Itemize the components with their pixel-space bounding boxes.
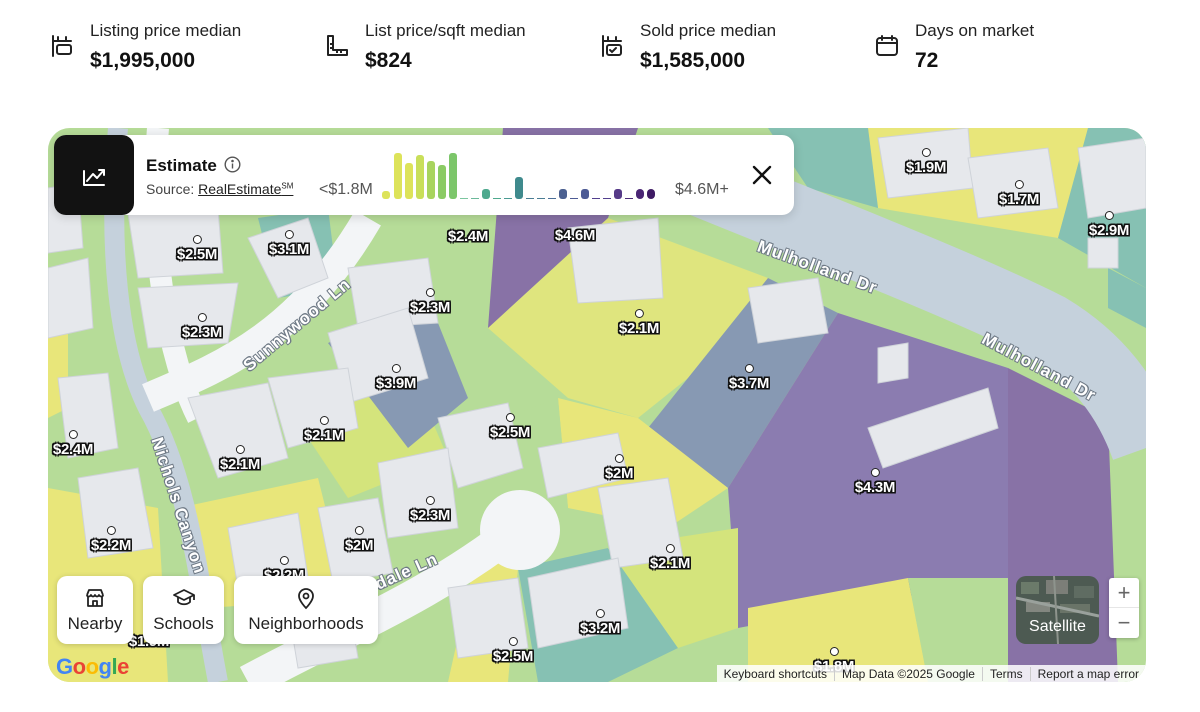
stat-sold-price: Sold price median $1,585,000 [598,18,776,78]
stat-listing-price: Listing price median $1,995,000 [48,18,241,78]
stat-days-on-market: Days on market 72 [873,18,1034,78]
satellite-toggle[interactable]: Satellite [1016,576,1099,644]
source-prefix: Source: [146,181,195,197]
schools-label: Schools [153,614,214,633]
storefront-icon [86,589,104,607]
parcel-map[interactable]: Mulholland Dr Mulholland Dr Sunnywood Ln… [48,128,1146,682]
report-map-error-link[interactable]: Report a map error [1029,666,1146,681]
calendar-icon [873,32,901,60]
price-histogram [382,153,655,199]
stat-label: Sold price median [640,21,777,40]
estimate-legend: Estimate Source: RealEstimateSM <$1.8M [54,135,794,215]
keyboard-shortcuts-link[interactable]: Keyboard shortcuts [723,666,828,681]
zoom-in-button[interactable]: + [1109,578,1139,608]
stat-price-per-sqft: List price/sqft median $824 [323,18,526,78]
terms-link[interactable]: Terms [981,666,1030,681]
stat-label: Listing price median [90,21,242,40]
legend-min-label: <$1.8M [319,181,373,198]
stat-value: $1,995,000 [90,49,196,72]
nearby-button[interactable]: Nearby [57,576,133,644]
stat-value: 72 [915,49,939,72]
neighborhoods-button[interactable]: Neighborhoods [234,576,378,644]
stat-label: List price/sqft median [365,21,526,40]
trend-chart-icon [54,135,134,215]
graduation-cap-icon [172,589,195,606]
listing-price-icon [48,32,76,60]
close-icon[interactable] [750,163,774,187]
location-pin-icon [298,588,314,610]
source-link[interactable]: RealEstimateSM [198,181,293,197]
map-data-text: Map Data ©2025 Google [834,666,982,681]
neighborhoods-label: Neighborhoods [248,614,364,633]
satellite-label: Satellite [1029,618,1086,635]
zoom-control: + − [1109,578,1139,638]
legend-max-label: $4.6M+ [675,181,729,198]
nearby-label: Nearby [67,614,123,633]
estimate-source: Source: RealEstimateSM [146,181,293,197]
info-icon[interactable] [224,156,241,173]
source-link-text: RealEstimate [198,181,282,197]
market-stats: Listing price median $1,995,000 List pri… [48,18,1148,78]
stat-value: $824 [365,49,412,72]
stat-label: Days on market [915,21,1035,40]
estimate-title: Estimate [146,156,217,175]
google-logo[interactable]: Google [56,654,129,679]
stat-value: $1,585,000 [640,49,746,72]
satellite-thumbnail [1016,576,1099,644]
ruler-icon [323,32,351,60]
map-attribution: Keyboard shortcuts Map Data ©2025 Google… [716,665,1146,682]
zoom-out-button[interactable]: − [1117,610,1131,635]
schools-button[interactable]: Schools [143,576,224,644]
service-mark: SM [281,181,294,191]
sold-price-icon [598,32,626,60]
